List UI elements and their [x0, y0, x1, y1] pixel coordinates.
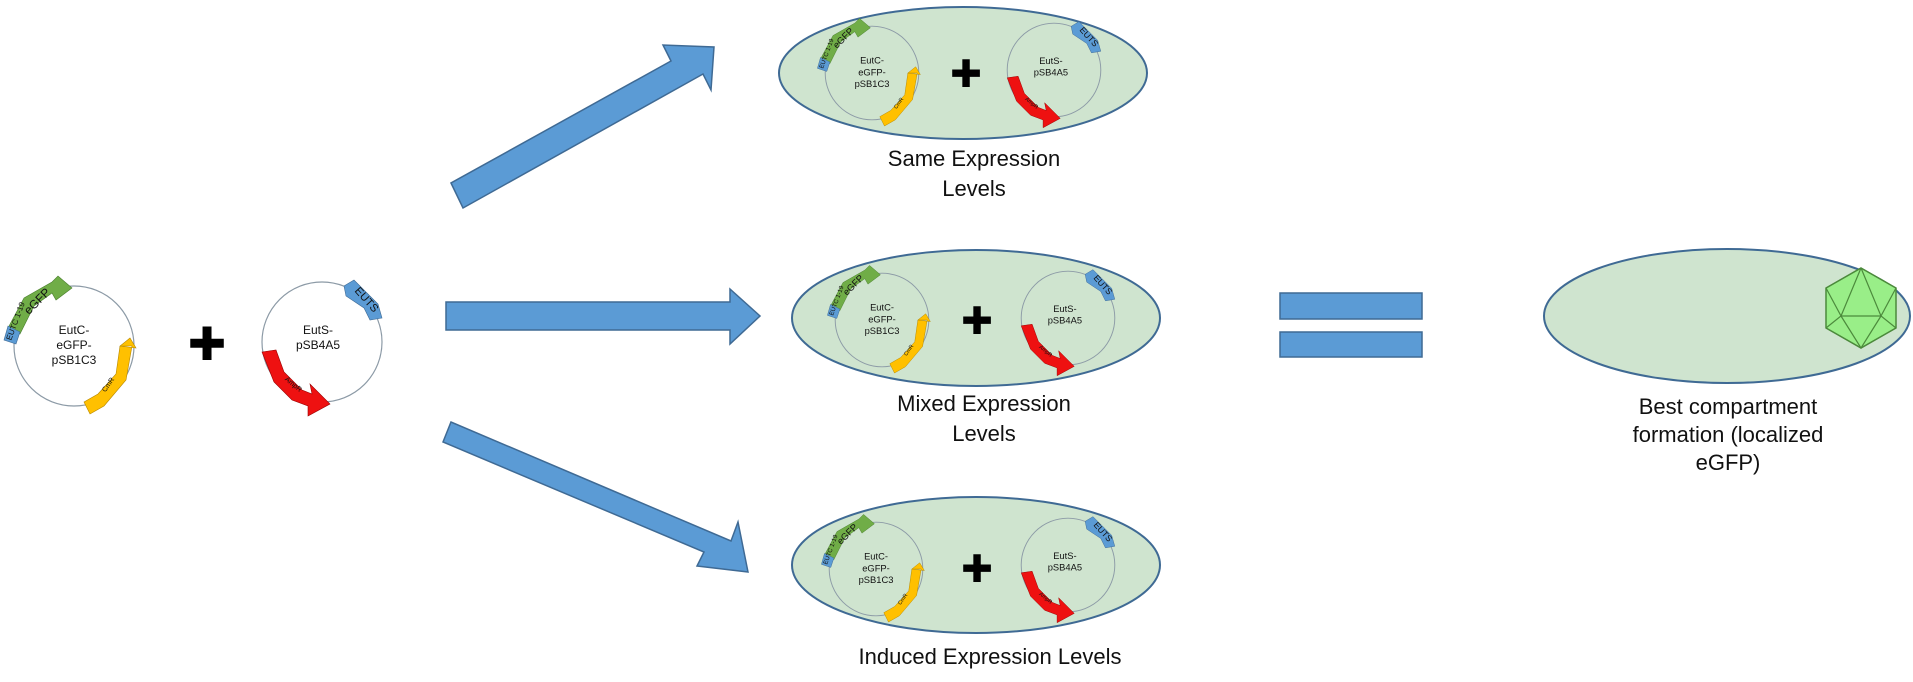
cell3-plus-sign: ✚ — [961, 549, 993, 591]
plasmid-a-name-line2: eGFP- — [56, 338, 91, 352]
cell3-plasmid-b-line1: EutS- — [1053, 551, 1076, 561]
cell1-plasmid-b-line1: EutS- — [1039, 56, 1062, 66]
equals-sign-top-bar — [1279, 292, 1423, 320]
cell2-plasmid-b-line2: pSB4A5 — [1048, 315, 1082, 325]
cell3-plasmid-b-line2: pSB4A5 — [1048, 562, 1082, 572]
cell1-plasmid-b-line2: pSB4A5 — [1034, 67, 1068, 77]
caption-mixed-line2: Levels — [952, 421, 1016, 446]
caption-mixed-line1: Mixed Expression — [897, 391, 1071, 416]
cell1-plasmid-euts: EUTS AmpR EutS- pSB4A5 — [1006, 21, 1102, 129]
cell2-plasmid-b-line1: EutS- — [1053, 304, 1076, 314]
cell2-plus-sign: ✚ — [961, 301, 993, 343]
caption-best-line2: formation (localized — [1633, 422, 1824, 447]
cell-mixed-expression — [791, 249, 1161, 387]
cell1-plasmid-a-line1: EutC- — [860, 56, 884, 66]
cell3-plasmid-a-line1: EutC- — [864, 552, 888, 562]
cell1-plasmid-a-line2: eGFP- — [858, 67, 886, 77]
cell-best-compartment — [1543, 248, 1911, 384]
plasmid-a-name-line3: pSB1C3 — [52, 353, 97, 367]
cell-induced-expression — [791, 496, 1161, 634]
cell2-plasmid-a-line3: pSB1C3 — [865, 326, 900, 336]
caption-best-line1: Best compartment — [1639, 394, 1818, 419]
cell-same-expression — [778, 6, 1148, 140]
plasmid-b-name-line2: pSB4A5 — [296, 338, 340, 352]
plasmid-b-name-line1: EutS- — [303, 323, 333, 337]
arrow-to-same-expression — [450, 44, 715, 210]
caption-same-line2: Levels — [942, 176, 1006, 201]
plasmid-eutc-egfp: EUTC 1-19 eGFP CmR EutC- eGFP- pSB1C3 — [3, 275, 137, 415]
cell3-plasmid-a-line3: pSB1C3 — [859, 575, 894, 585]
cell1-plus-sign: ✚ — [950, 54, 982, 96]
cell1-plasmid-a-line3: pSB1C3 — [855, 79, 890, 89]
caption-same-line1: Same Expression — [888, 146, 1060, 171]
plus-sign-left: ✚ — [188, 318, 227, 370]
icosahedron-icon — [1825, 267, 1897, 350]
caption-induced: Induced Expression Levels — [859, 644, 1122, 669]
caption-best-line3: eGFP) — [1696, 450, 1761, 475]
cell3-plasmid-a-line2: eGFP- — [862, 563, 890, 573]
arrow-to-mixed-expression — [445, 287, 762, 346]
cell2-plasmid-a-line2: eGFP- — [868, 314, 896, 324]
plasmid-a-name-line1: EutC- — [59, 323, 90, 337]
equals-sign-bottom-bar — [1279, 331, 1423, 358]
cell2-plasmid-a-line1: EutC- — [870, 303, 894, 313]
arrow-to-induced-expression — [442, 421, 749, 573]
plasmid-euts: EUTS AmpR EutS- pSB4A5 — [261, 279, 383, 417]
